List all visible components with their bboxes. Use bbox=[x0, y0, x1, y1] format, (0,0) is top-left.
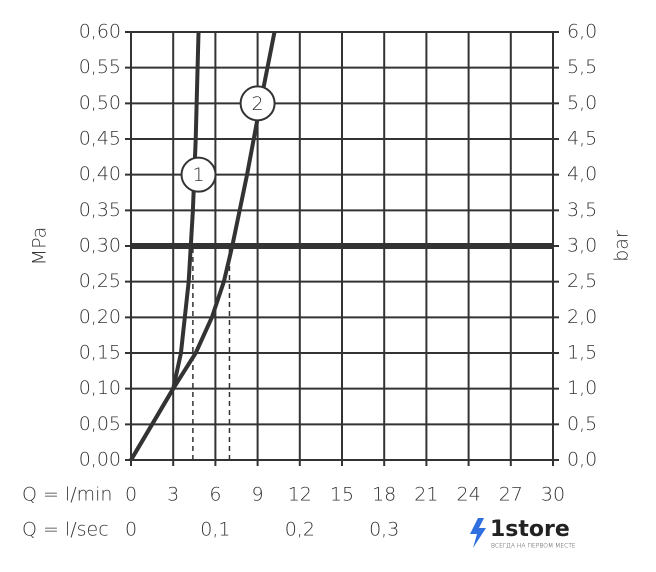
logo-tagline: ВСЕГДА НА ПЕРВОМ МЕСТЕ bbox=[491, 543, 576, 550]
y2-tick-label: 4,5 bbox=[567, 128, 597, 150]
y2-tick-label: 5,5 bbox=[567, 56, 597, 78]
series-label: 2 bbox=[252, 93, 264, 115]
y-tick-label: 0,10 bbox=[79, 377, 121, 399]
y-tick-label: 0,05 bbox=[79, 413, 121, 435]
y-tick-label: 0,60 bbox=[79, 21, 121, 43]
x-tick-label: 3 bbox=[167, 484, 179, 506]
series-label: 1 bbox=[192, 164, 204, 186]
y-tick-label: 0,55 bbox=[79, 56, 121, 78]
x-tick-label: 15 bbox=[330, 484, 354, 506]
y2-tick-label: 2,0 bbox=[567, 306, 597, 328]
y-tick-label: 0,30 bbox=[79, 235, 121, 257]
y-tick-label: 0,45 bbox=[79, 128, 121, 150]
y2-tick-label: 0,5 bbox=[567, 413, 597, 435]
y2-tick-label: 5,0 bbox=[567, 92, 597, 114]
x-tick-label: 0 bbox=[125, 484, 137, 506]
x-tick-label: 21 bbox=[414, 484, 438, 506]
logo-icon bbox=[470, 518, 486, 548]
x-tick-label: 9 bbox=[252, 484, 264, 506]
line bbox=[129, 31, 277, 462]
x-tick-label: 24 bbox=[457, 484, 481, 506]
y-tick-label: 0,40 bbox=[79, 163, 121, 185]
x-tick-label: 12 bbox=[288, 484, 312, 506]
y-tick-label: 0,35 bbox=[79, 199, 121, 221]
series-marker bbox=[239, 85, 276, 122]
y-tick-label: 0,50 bbox=[79, 92, 121, 114]
y2-tick-label: 3,0 bbox=[567, 235, 597, 257]
y-tick-label: 0,25 bbox=[79, 270, 121, 292]
series-marker bbox=[180, 156, 217, 193]
x2-tick-label: 0,3 bbox=[369, 519, 399, 541]
y2-tick-label: 1,5 bbox=[567, 342, 597, 364]
x-axis-label: Q = l/min bbox=[22, 484, 112, 506]
y2-tick-label: 2,5 bbox=[567, 270, 597, 292]
x2-axis-label: Q = l/sec bbox=[22, 519, 109, 541]
x2-tick-label: 0,2 bbox=[285, 519, 315, 541]
x-tick-label: 30 bbox=[541, 484, 565, 506]
y-axis-label: MPa bbox=[29, 227, 51, 266]
x2-tick-label: 0,1 bbox=[200, 519, 230, 541]
x-tick-label: 18 bbox=[372, 484, 396, 506]
y-tick-label: 0,20 bbox=[79, 306, 121, 328]
x-tick-label: 6 bbox=[209, 484, 221, 506]
y2-axis-label: bar bbox=[611, 230, 633, 262]
y2-tick-label: 0,0 bbox=[567, 449, 597, 471]
y2-tick-label: 1,0 bbox=[567, 377, 597, 399]
logo: 1store ВСЕГДА НА ПЕРВОМ МЕСТЕ bbox=[470, 517, 576, 550]
y-tick-label: 0,15 bbox=[79, 342, 121, 364]
y2-tick-label: 4,0 bbox=[567, 163, 597, 185]
y2-tick-label: 3,5 bbox=[567, 199, 597, 221]
y-tick-label: 0,00 bbox=[79, 449, 121, 471]
logo-text: 1store bbox=[490, 517, 570, 542]
x2-tick-label: 0 bbox=[125, 519, 137, 541]
x-tick-label: 27 bbox=[499, 484, 523, 506]
y2-tick-label: 6,0 bbox=[567, 21, 597, 43]
